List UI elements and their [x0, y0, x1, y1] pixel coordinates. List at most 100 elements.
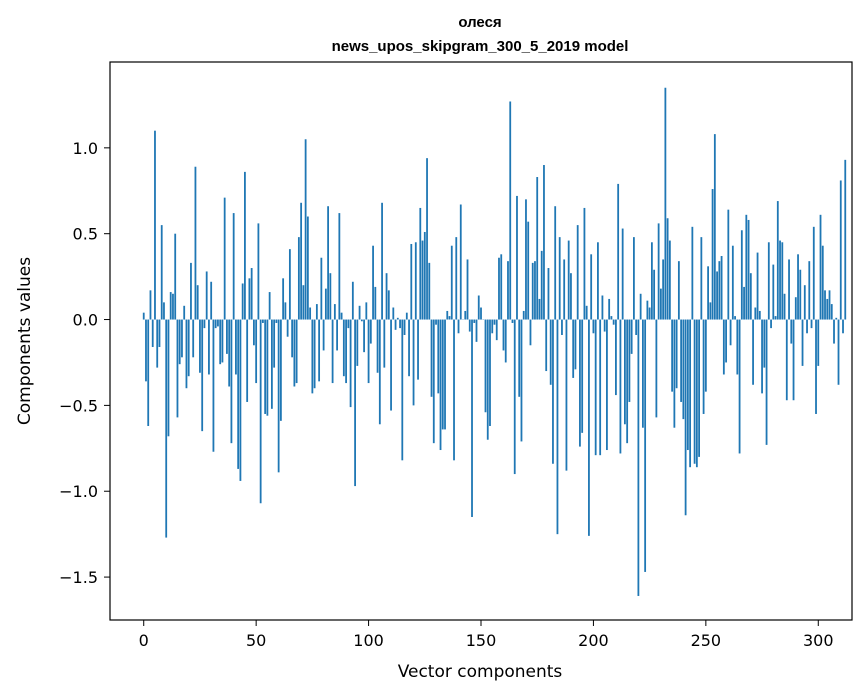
bar	[228, 319, 231, 387]
bar	[615, 319, 617, 396]
bar	[250, 268, 253, 320]
bar	[794, 297, 797, 320]
bar	[806, 319, 808, 334]
bar	[297, 237, 300, 320]
bar	[529, 319, 532, 346]
bar	[430, 319, 433, 397]
bar	[819, 214, 822, 320]
bar	[711, 189, 714, 320]
bar	[279, 319, 282, 421]
bar	[428, 262, 431, 320]
bar	[653, 269, 656, 320]
bar	[570, 273, 572, 320]
bar	[453, 319, 455, 461]
bar	[700, 237, 703, 320]
bar	[347, 319, 350, 329]
bar	[763, 319, 766, 368]
bar	[673, 319, 676, 428]
bar	[785, 319, 788, 401]
bar	[567, 240, 570, 320]
bar	[439, 319, 442, 451]
bar	[657, 223, 660, 320]
bar	[214, 319, 217, 329]
bar	[835, 317, 838, 320]
bar	[689, 319, 692, 468]
bar	[675, 319, 678, 389]
bar	[799, 269, 802, 320]
y-axis-ticks: −1.5 −1.0 −0.5 0.0 0.5 1.0	[59, 139, 110, 587]
bar	[844, 159, 847, 320]
bar	[320, 257, 323, 320]
bar	[459, 204, 462, 320]
bar	[698, 319, 700, 457]
bar	[628, 319, 631, 402]
y-tick-label: −1.5	[59, 568, 98, 587]
bar	[246, 319, 249, 402]
bar	[518, 319, 521, 397]
bar	[606, 319, 608, 451]
bar	[574, 319, 577, 370]
bar	[803, 285, 806, 320]
bar	[736, 319, 739, 375]
bar	[203, 319, 206, 329]
bar	[358, 305, 361, 320]
bar	[612, 319, 615, 325]
x-tick-label: 100	[353, 631, 384, 650]
bar	[392, 307, 395, 320]
bar	[142, 312, 145, 320]
bar	[489, 319, 491, 426]
bar	[275, 319, 278, 323]
bar	[684, 319, 687, 516]
bar	[662, 259, 665, 320]
chart-title-line-2: news_upos_skipgram_300_5_2019 model	[332, 38, 629, 55]
bar	[498, 257, 500, 320]
bar	[318, 319, 321, 382]
bar	[172, 293, 174, 320]
y-tick-label: −0.5	[59, 396, 98, 415]
bar	[356, 319, 359, 366]
y-tick-label: −1.0	[59, 482, 98, 501]
bar	[756, 252, 759, 320]
bar	[610, 316, 613, 320]
bar	[300, 202, 303, 320]
bar	[691, 226, 694, 320]
bar	[237, 319, 240, 469]
bar	[329, 273, 332, 320]
bar	[208, 319, 210, 375]
bar	[808, 261, 811, 320]
bar	[405, 312, 408, 320]
bar	[167, 319, 170, 437]
bar	[588, 319, 590, 536]
bar	[169, 292, 172, 320]
bar	[217, 319, 219, 327]
bar	[475, 319, 478, 342]
bar	[365, 302, 368, 320]
bar	[160, 225, 163, 320]
bar	[401, 319, 404, 461]
bar	[315, 304, 318, 320]
bar	[158, 319, 161, 348]
bar	[731, 245, 734, 320]
bar	[725, 319, 727, 363]
bar	[244, 171, 246, 320]
bar	[190, 262, 192, 320]
bar	[765, 319, 768, 445]
x-axis-label: Vector components	[398, 662, 563, 682]
bar	[727, 209, 730, 320]
bar	[502, 319, 505, 351]
y-tick-label: 0.0	[73, 311, 98, 330]
bar	[752, 319, 754, 385]
bar	[839, 180, 842, 320]
bar	[219, 319, 222, 365]
bar	[196, 285, 199, 320]
bar	[713, 134, 716, 320]
bar	[491, 319, 494, 334]
bar	[635, 319, 638, 335]
bar	[545, 319, 548, 372]
bar	[435, 319, 437, 325]
bar	[572, 319, 575, 378]
bar	[695, 319, 698, 468]
bar	[599, 319, 602, 456]
x-tick-label: 50	[246, 631, 266, 650]
bar	[408, 319, 410, 377]
